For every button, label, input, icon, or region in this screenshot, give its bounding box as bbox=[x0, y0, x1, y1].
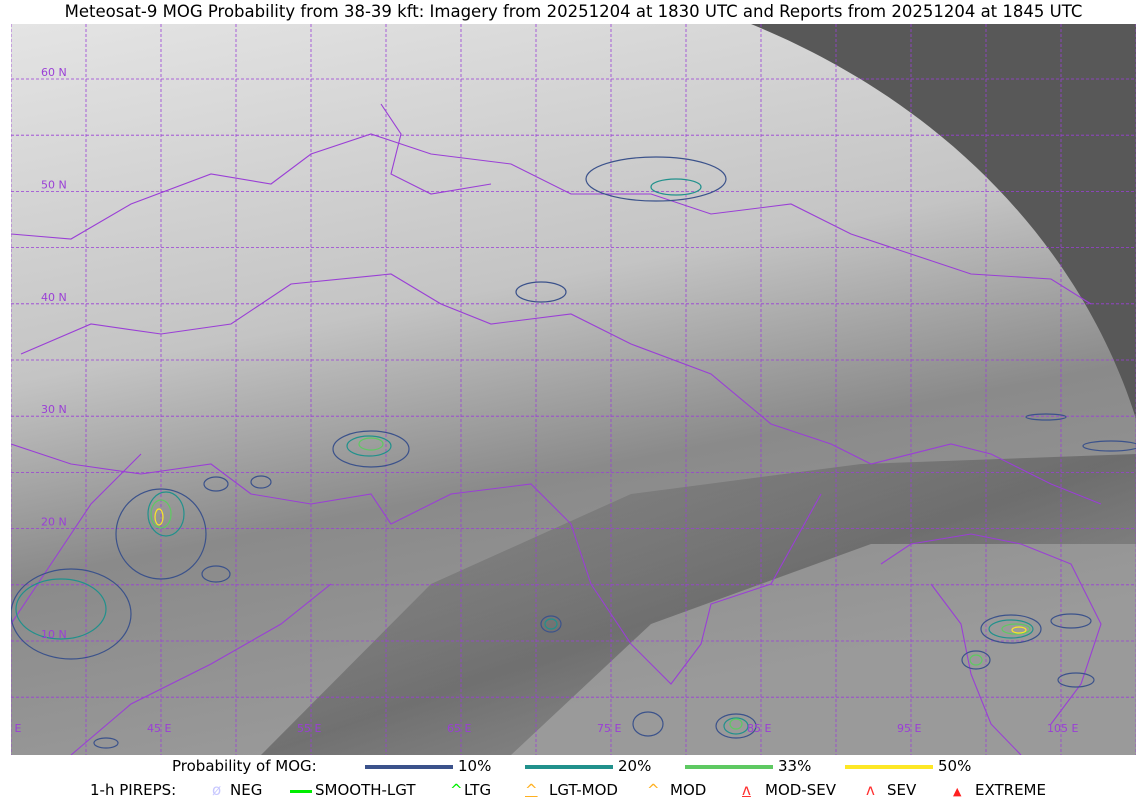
longitude-label: 85 E bbox=[747, 722, 771, 735]
pirep-legend: 1-h PIREPS: ø NEG SMOOTH-LGT ^ LTG ^ LGT… bbox=[0, 781, 1147, 803]
latitude-label: 30 N bbox=[41, 403, 67, 416]
latitude-label: 50 N bbox=[41, 178, 67, 191]
legend-mod: MOD bbox=[670, 781, 707, 799]
longitude-label: 105 E bbox=[1047, 722, 1078, 735]
swatch-20 bbox=[525, 765, 613, 769]
legend-neg: NEG bbox=[230, 781, 263, 799]
longitude-label: 75 E bbox=[597, 722, 621, 735]
latitude-label: 40 N bbox=[41, 291, 67, 304]
longitude-labels: 35 E 45 E 55 E 65 E 75 E 85 E 95 E 105 E bbox=[11, 722, 1078, 735]
double-caret-icon: ʌ bbox=[866, 781, 875, 799]
null-circle-icon: ø bbox=[212, 781, 222, 799]
longitude-label: 45 E bbox=[147, 722, 171, 735]
map-title: Meteosat-9 MOG Probability from 38-39 kf… bbox=[64, 2, 1083, 21]
legend-extreme: EXTREME bbox=[975, 781, 1046, 799]
longitude-label: 55 E bbox=[297, 722, 321, 735]
legend-mod-sev: MOD-SEV bbox=[765, 781, 836, 799]
dry-band bbox=[261, 454, 1136, 755]
filled-triangle-icon: ▲ bbox=[953, 785, 962, 798]
latitude-label: 10 N bbox=[41, 628, 67, 641]
satellite-map: 60 N 50 N 40 N 30 N 20 N 10 N 35 E 45 E 55 E 65 … bbox=[11, 24, 1136, 755]
legend-sev: SEV bbox=[887, 781, 917, 799]
dash-icon bbox=[290, 790, 312, 793]
legend-lgt-mod: LGT-MOD bbox=[549, 781, 618, 799]
latitude-labels: 60 N 50 N 40 N 30 N 20 N 10 N bbox=[41, 66, 67, 641]
latitude-label: 20 N bbox=[41, 516, 67, 529]
caret-icon: ^ bbox=[450, 781, 463, 799]
graticule bbox=[11, 24, 1136, 755]
caret-bar-icon: ^ bbox=[525, 781, 538, 799]
swatch-50 bbox=[845, 765, 933, 769]
country-borders bbox=[11, 103, 1102, 755]
legend-50: 50% bbox=[938, 757, 972, 775]
double-caret-bar-icon: ʌ bbox=[742, 781, 751, 799]
legend-10: 10% bbox=[458, 757, 492, 775]
legend-20: 20% bbox=[618, 757, 652, 775]
swatch-10 bbox=[365, 765, 453, 769]
probability-legend: Probability of MOG: 10% 20% 33% 50% bbox=[0, 757, 1147, 779]
swatch-33 bbox=[685, 765, 773, 769]
legend-smooth-lgt: SMOOTH-LGT bbox=[315, 781, 416, 799]
pirep-legend-label: 1-h PIREPS: bbox=[90, 781, 177, 799]
mog-contours bbox=[11, 156, 1136, 749]
legend-33: 33% bbox=[778, 757, 812, 775]
longitude-label: 95 E bbox=[897, 722, 921, 735]
longitude-label: 35 E bbox=[11, 722, 21, 735]
latitude-label: 60 N bbox=[41, 66, 67, 79]
off-disk-region bbox=[751, 24, 1136, 419]
caret-icon: ^ bbox=[647, 781, 660, 799]
longitude-label: 65 E bbox=[447, 722, 471, 735]
probability-legend-label: Probability of MOG: bbox=[172, 757, 317, 775]
legend-ltg: LTG bbox=[464, 781, 492, 799]
